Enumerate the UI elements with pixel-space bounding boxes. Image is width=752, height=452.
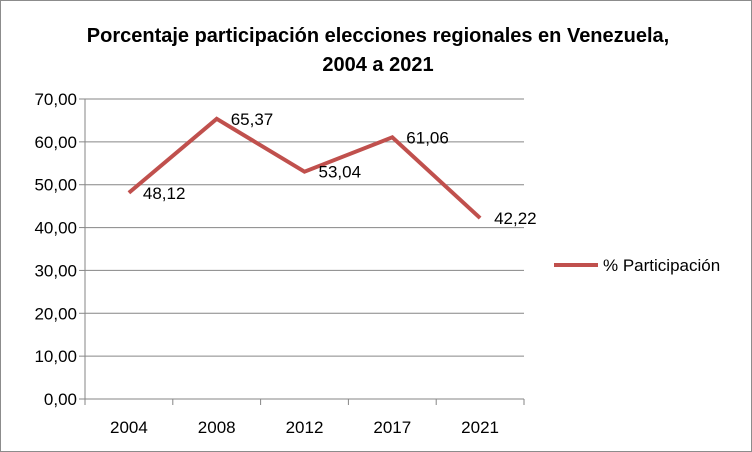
x-tick-label: 2021: [461, 418, 499, 437]
legend-label-participacion: % Participación: [603, 256, 720, 275]
data-label: 42,22: [494, 209, 537, 228]
y-tick-label: 70,00: [34, 90, 77, 109]
data-label: 53,04: [319, 163, 362, 182]
series-layer: 48,12 65,37 53,04 61,06 42,22: [127, 110, 537, 228]
gridlines: [85, 98, 524, 357]
x-tick-label: 2012: [286, 418, 324, 437]
x-tick-label: 2017: [373, 418, 411, 437]
y-tick-label: 50,00: [34, 176, 77, 195]
data-label: 61,06: [406, 128, 449, 147]
chart-title-line-2: 2004 a 2021: [322, 54, 433, 76]
y-tick-label: 0,00: [44, 390, 77, 409]
data-label: 48,12: [143, 184, 186, 203]
y-tick-label: 30,00: [34, 261, 77, 280]
data-label: 65,37: [231, 110, 274, 129]
x-tick-label: 2008: [198, 418, 236, 437]
x-tick-label: 2004: [110, 418, 148, 437]
chart-title-line-1: Porcentaje participación elecciones regi…: [87, 25, 669, 47]
y-tick-label: 20,00: [34, 304, 77, 323]
y-tick-label: 10,00: [34, 347, 77, 366]
axes: 0,00 10,00 20,00 30,00 40,00 50,00 60,00 70,00 2…: [34, 90, 525, 437]
y-tick-label: 40,00: [34, 219, 77, 238]
legend: % Participación: [554, 256, 720, 275]
y-tick-label: 60,00: [34, 133, 77, 152]
